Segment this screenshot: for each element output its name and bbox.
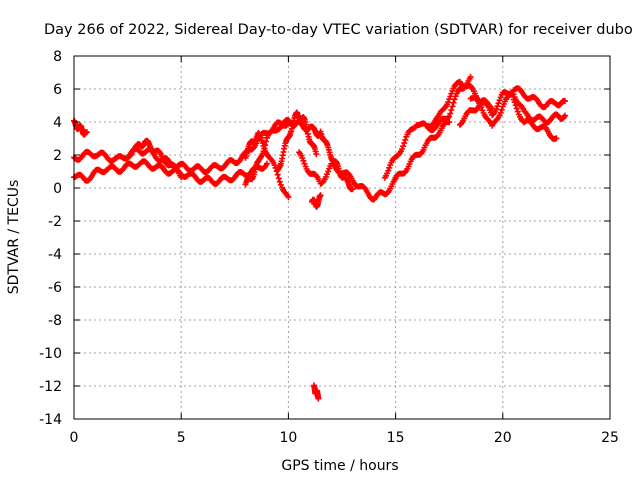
series-track-k <box>311 382 322 402</box>
x-tick-label: 15 <box>387 430 405 446</box>
y-tick-label: 8 <box>53 49 62 65</box>
data-point-markers <box>309 192 324 210</box>
y-tick-label: 6 <box>53 82 62 98</box>
data-point-markers <box>124 137 185 181</box>
x-axis-ticks: 0 5 10 15 20 25 <box>70 56 619 446</box>
y-tick-label: -10 <box>39 346 62 362</box>
data-point-markers <box>510 96 560 142</box>
x-tick-label: 0 <box>70 430 79 446</box>
data-point-markers <box>456 97 496 128</box>
x-tick-label: 10 <box>279 430 297 446</box>
data-point-markers <box>381 73 474 181</box>
series-track-l <box>381 73 474 181</box>
y-axis-label: SDTVAR / TECUs <box>6 180 22 295</box>
series-track-d <box>124 137 185 181</box>
series-track-m <box>392 119 453 181</box>
y-tick-label: -12 <box>39 379 62 395</box>
series-track-p <box>510 96 560 142</box>
series-track-g <box>242 129 292 201</box>
data-point-markers <box>242 129 292 201</box>
y-tick-label: -4 <box>48 247 62 263</box>
data-point-markers <box>242 116 324 188</box>
data-point-markers <box>467 91 568 129</box>
y-tick-label: -14 <box>39 412 62 428</box>
y-tick-label: 2 <box>53 148 62 164</box>
series-track-i <box>317 128 356 193</box>
y-axis-ticks: 8 6 4 2 0 -2 -4 -6 -8 -10 -12 -14 <box>39 49 610 428</box>
series-track-o <box>467 91 568 129</box>
series-track-j <box>309 192 324 210</box>
x-axis-label: GPS time / hours <box>281 458 398 474</box>
y-tick-label: 4 <box>53 115 62 131</box>
y-tick-label: -8 <box>48 313 62 329</box>
x-tick-label: 5 <box>177 430 186 446</box>
series-track-f <box>274 109 320 173</box>
data-point-markers <box>392 119 453 181</box>
chart-title: Day 266 of 2022, Sidereal Day-to-day VTE… <box>44 22 633 38</box>
y-tick-label: 0 <box>53 181 62 197</box>
data-point-markers <box>317 128 356 193</box>
data-point-markers <box>274 109 320 173</box>
x-tick-label: 25 <box>601 430 619 446</box>
x-tick-label: 20 <box>494 430 512 446</box>
series-track-q <box>456 97 496 128</box>
data-point-markers <box>424 78 568 130</box>
series-track-e <box>242 116 324 188</box>
y-tick-label: -6 <box>48 280 62 296</box>
data-marks <box>71 73 568 402</box>
data-point-markers <box>311 382 322 402</box>
y-tick-label: -2 <box>48 214 62 230</box>
plot-frame <box>73 55 611 420</box>
series-track-n <box>424 78 568 130</box>
